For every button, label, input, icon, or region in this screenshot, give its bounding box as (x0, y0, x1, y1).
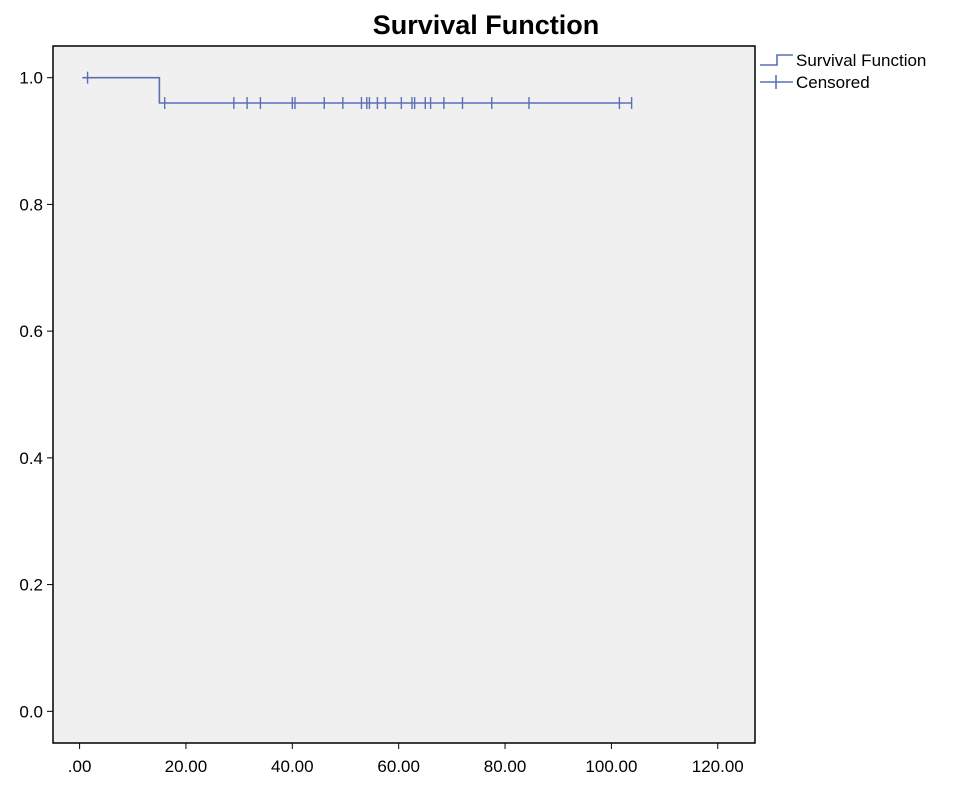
legend-label-survival: Survival Function (796, 51, 926, 70)
y-tick-label: 0.6 (19, 322, 43, 341)
legend-step-icon (760, 54, 793, 66)
x-tick-label: 60.00 (377, 757, 420, 776)
y-tick-label: 0.4 (19, 449, 43, 468)
series-layer (82, 71, 633, 110)
legend: Survival Function Censored (760, 51, 926, 92)
plot-area (52, 45, 756, 744)
y-tick-label: 0.8 (19, 195, 43, 214)
x-tick-label: 80.00 (484, 757, 527, 776)
legend-label-censored: Censored (796, 73, 870, 92)
axes-layer: 0.0 0.2 0.4 0.6 0.8 1.0 .00 20.00 40.00 60.00 80.0… (19, 69, 743, 776)
x-tick-label: 100.00 (585, 757, 637, 776)
y-tick-label: 0.0 (19, 702, 43, 721)
x-tick-label: 20.00 (165, 757, 208, 776)
x-tick-label: 120.00 (692, 757, 744, 776)
x-tick-label: 40.00 (271, 757, 314, 776)
x-tick-label: .00 (68, 757, 92, 776)
chart-title: Survival Function (373, 10, 600, 40)
survival-step-line (82, 76, 632, 104)
y-tick-label: 1.0 (19, 69, 43, 88)
y-tick-label: 0.2 (19, 576, 43, 595)
